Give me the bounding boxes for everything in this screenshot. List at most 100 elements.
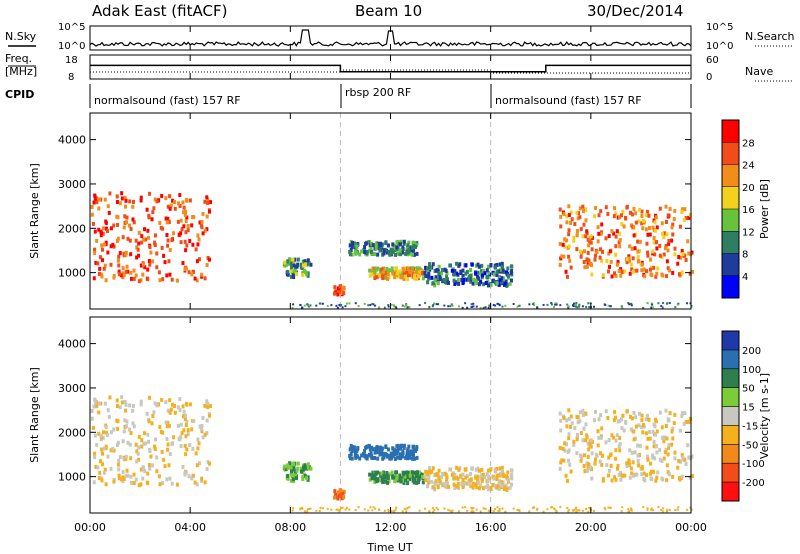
power-echo-cell: [680, 249, 684, 254]
velocity-echo-cell: [636, 453, 640, 458]
power-echo-cell: [679, 255, 683, 260]
power-echo-cell: [384, 275, 388, 280]
velocity-echo-cell: [157, 474, 161, 479]
power-echo-cell: [573, 222, 577, 227]
power-echo-cell: [621, 209, 625, 214]
power-echo-cell: [657, 302, 660, 305]
power-echo-cell: [594, 205, 598, 210]
power-echo-cell: [447, 280, 451, 285]
velocity-echo-cell: [627, 460, 631, 465]
power-echo-cell: [647, 213, 651, 218]
velocity-echo-cell: [384, 474, 388, 479]
velocity-echo-cell: [562, 415, 566, 420]
velocity-echo-cell: [158, 482, 162, 487]
power-echo-cell: [662, 302, 665, 305]
power-echo-cell: [124, 198, 128, 203]
cpid-mode-3: normalsound (fast) 157 RF: [495, 94, 642, 107]
power-echo-cell: [406, 250, 410, 255]
power-echo-cell: [410, 266, 414, 271]
power-echo-cell: [649, 257, 653, 262]
velocity-colorbar-label: Velocity [m s-1]: [758, 373, 771, 459]
power-colorbar-segment: [722, 231, 739, 254]
power-echo-cell: [143, 227, 147, 232]
velocity-echo-cell: [341, 506, 344, 509]
velocity-echo-cell: [427, 480, 431, 485]
velocity-echo-cell: [630, 416, 634, 421]
velocity-echo-cell: [355, 448, 359, 453]
velocity-echo-cell: [644, 417, 648, 422]
power-echo-cell: [447, 305, 450, 308]
power-echo-cell: [203, 228, 207, 233]
power-echo-cell: [414, 244, 418, 249]
velocity-echo-cell: [306, 477, 310, 482]
power-echo-cell: [641, 226, 645, 231]
velocity-echo-cell: [341, 492, 345, 497]
power-echo-cell: [385, 250, 389, 255]
velocity-echo-cell: [616, 466, 620, 471]
velocity-echo-cell: [496, 506, 499, 509]
power-echo-cell: [195, 278, 199, 283]
velocity-echo-cell: [417, 478, 421, 483]
power-echo-cell: [480, 263, 484, 268]
power-echo-cell: [461, 268, 465, 273]
power-echo-cell: [106, 250, 110, 255]
power-echo-cell: [565, 220, 569, 225]
power-echo-cell: [395, 266, 399, 271]
velocity-echo-cell: [161, 430, 165, 435]
velocity-echo-cell: [363, 454, 367, 459]
velocity-echo-cell: [142, 441, 146, 446]
velocity-echo-cell: [391, 475, 395, 480]
velocity-echo-cell: [558, 445, 562, 450]
power-echo-cell: [116, 258, 120, 263]
velocity-echo-cell: [651, 429, 655, 434]
power-echo-cell: [643, 274, 647, 279]
power-echo-cell: [348, 252, 352, 257]
velocity-echo-cell: [579, 453, 583, 458]
velocity-echo-cell: [203, 432, 207, 437]
velocity-echo-cell: [635, 472, 639, 477]
power-echo-cell: [97, 206, 101, 211]
power-echo-cell: [635, 268, 639, 273]
power-echo-cell: [112, 275, 116, 280]
power-echo-cell: [588, 306, 591, 309]
power-echo-cell: [178, 203, 182, 208]
power-echo-cell: [337, 289, 341, 294]
nave-tick-top: 60: [706, 55, 719, 66]
power-echo-cell: [177, 232, 181, 237]
power-echo-cell: [636, 249, 640, 254]
power-echo-cell: [112, 223, 116, 228]
power-echo-cell: [585, 264, 589, 269]
velocity-echo-cell: [188, 442, 192, 447]
velocity-echo-cell: [394, 508, 397, 511]
velocity-echo-cell: [164, 420, 168, 425]
power-echo-cell: [115, 194, 119, 199]
power-echo-cell: [569, 210, 573, 215]
power-echo-cell: [609, 259, 613, 264]
velocity-echo-cell: [283, 464, 287, 469]
power-echo-cell: [190, 223, 194, 228]
velocity-echo-cell: [656, 470, 660, 475]
power-echo-cell: [470, 303, 473, 306]
velocity-echo-cell: [373, 473, 377, 478]
power-echo-cell: [315, 304, 318, 307]
power-echo-cell: [619, 273, 623, 278]
velocity-colorbar-tick-label: 100: [742, 365, 761, 376]
velocity-echo-cell: [609, 463, 613, 468]
power-echo-cell: [393, 275, 397, 280]
power-echo-cell: [562, 254, 566, 259]
power-echo-cell: [415, 251, 419, 256]
velocity-echo-cell: [663, 435, 667, 440]
velocity-echo-cell: [664, 447, 668, 452]
nsky-tick-top: 10^5: [58, 22, 85, 33]
velocity-echo-cell: [630, 507, 633, 510]
velocity-echo-cell: [673, 412, 677, 417]
velocity-echo-cell: [610, 433, 614, 438]
velocity-echo-cell: [567, 416, 571, 421]
velocity-echo-cell: [184, 423, 188, 428]
power-echo-cell: [184, 248, 188, 253]
velocity-echo-cell: [637, 452, 641, 457]
power-echo-cell: [134, 238, 138, 243]
power-echo-cell: [338, 284, 342, 289]
velocity-echo-cell: [360, 453, 364, 458]
